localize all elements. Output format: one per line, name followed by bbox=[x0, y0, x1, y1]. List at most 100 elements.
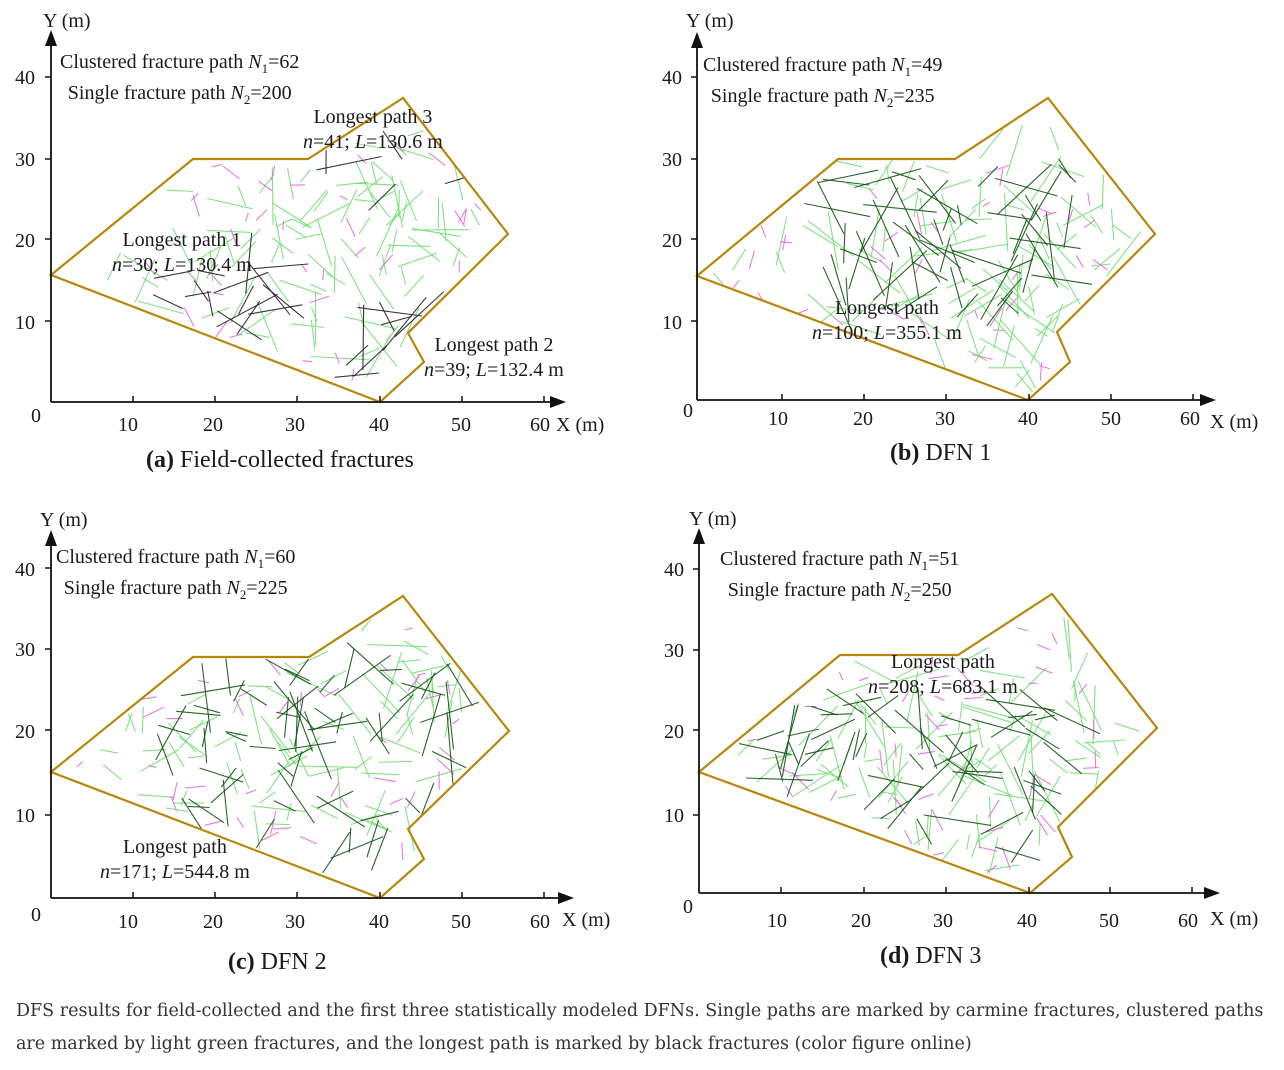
longest-path-fracture bbox=[290, 751, 303, 787]
longest-path-fracture bbox=[909, 753, 924, 771]
single-fracture bbox=[1075, 254, 1084, 268]
domain-boundary-b bbox=[694, 96, 1157, 402]
clustered-fracture bbox=[997, 744, 1024, 795]
single-fracture bbox=[777, 766, 800, 778]
clustered-fracture bbox=[192, 257, 203, 297]
single-fracture bbox=[748, 250, 755, 269]
clustered-path-count: Clustered fracture path N1=51 bbox=[720, 548, 960, 573]
single-fracture bbox=[463, 208, 467, 224]
single-fracture bbox=[904, 830, 913, 845]
longest-path-fracture bbox=[788, 741, 800, 765]
single-fracture bbox=[204, 820, 223, 826]
clustered-fracture bbox=[920, 220, 955, 227]
clustered-fracture bbox=[1056, 233, 1077, 251]
single-fracture bbox=[309, 295, 330, 304]
y-tick-30: 30 bbox=[15, 149, 35, 171]
y-tick-20: 20 bbox=[15, 721, 35, 743]
longest-path-fracture bbox=[370, 827, 389, 871]
clustered-fracture bbox=[1067, 619, 1072, 672]
clustered-fracture bbox=[360, 320, 398, 367]
clustered-fracture bbox=[411, 228, 461, 237]
clustered-fracture bbox=[1112, 740, 1119, 756]
y-tick-30: 30 bbox=[15, 639, 35, 661]
single-fracture bbox=[956, 667, 974, 686]
clustered-fracture bbox=[447, 669, 462, 712]
clustered-fracture bbox=[827, 211, 839, 271]
clustered-fracture bbox=[912, 832, 931, 846]
clustered-fracture bbox=[140, 749, 180, 772]
single-fracture bbox=[142, 696, 157, 700]
clustered-fracture bbox=[1062, 203, 1104, 226]
single-fracture bbox=[930, 221, 939, 233]
clustered-fracture bbox=[256, 300, 279, 352]
longest-path-fracture bbox=[265, 658, 311, 685]
single-fracture bbox=[1036, 817, 1048, 836]
x-tick-10: 10 bbox=[118, 911, 138, 933]
single-path-count: Single fracture path N2=200 bbox=[67, 82, 292, 107]
x-tick-20: 20 bbox=[851, 910, 871, 932]
single-fracture bbox=[354, 246, 366, 257]
clustered-fracture bbox=[340, 189, 358, 224]
clustered-fracture bbox=[378, 760, 413, 763]
clustered-fracture bbox=[399, 307, 420, 348]
single-fracture bbox=[1005, 297, 1018, 311]
clustered-fracture bbox=[441, 656, 450, 670]
single-fracture bbox=[211, 275, 223, 286]
clustered-fracture bbox=[712, 272, 724, 286]
clustered-fracture bbox=[370, 161, 378, 185]
clustered-fracture bbox=[142, 276, 159, 288]
longest-path-fracture bbox=[965, 770, 1003, 773]
longest-path-fracture bbox=[225, 731, 248, 737]
longest-path-fracture bbox=[939, 237, 951, 273]
longest-path-fracture bbox=[158, 724, 191, 736]
x-tick-40: 40 bbox=[1018, 408, 1038, 430]
clustered-fracture bbox=[258, 791, 276, 804]
single-fracture bbox=[1078, 683, 1088, 695]
path-count-summary: Clustered fracture path N1=60 Single fra… bbox=[56, 545, 295, 607]
longest-path-fracture bbox=[891, 171, 916, 181]
longest-path-fracture bbox=[156, 733, 174, 776]
longest-path-fracture bbox=[941, 715, 972, 726]
longest-path-fracture bbox=[822, 266, 853, 332]
clustered-fracture bbox=[906, 671, 919, 723]
clustered-fracture bbox=[302, 202, 351, 228]
fracture-map-a bbox=[45, 30, 566, 408]
clustered-fracture bbox=[270, 243, 281, 263]
fracture-set-c bbox=[76, 618, 480, 874]
clustered-fracture bbox=[732, 248, 747, 271]
longest-path-fracture bbox=[199, 767, 244, 783]
single-fracture bbox=[258, 180, 273, 192]
clustered-fracture bbox=[391, 174, 404, 228]
single-fracture bbox=[838, 671, 844, 681]
clustered-fracture bbox=[123, 254, 169, 281]
clustered-fracture bbox=[837, 700, 860, 739]
clustered-fracture bbox=[1086, 741, 1101, 755]
tick-marks-b bbox=[691, 76, 1194, 400]
longest-path-fracture bbox=[1030, 785, 1062, 815]
longest-path-fracture bbox=[295, 696, 299, 753]
clustered-fracture bbox=[1077, 680, 1103, 732]
longest-path-fracture bbox=[255, 818, 275, 849]
clustered-fracture bbox=[380, 190, 395, 199]
longest-path-fracture bbox=[956, 293, 979, 318]
clustered-fracture bbox=[836, 160, 863, 168]
longest-path-fracture bbox=[199, 270, 225, 277]
x-tick-50: 50 bbox=[1101, 408, 1121, 430]
clustered-fracture bbox=[354, 199, 373, 203]
clustered-fracture bbox=[285, 224, 307, 238]
single-fracture bbox=[270, 810, 277, 835]
clustered-fracture bbox=[946, 277, 969, 289]
panel-dfn-1: Y (m) X (m) 0 40 30 20 10 10 20 30 40 50… bbox=[0, 0, 1258, 500]
clustered-fracture bbox=[880, 293, 934, 309]
x-tick-20: 20 bbox=[853, 408, 873, 430]
longest-path-fracture bbox=[945, 734, 979, 774]
single-fracture bbox=[451, 718, 460, 725]
longest-path-fracture bbox=[289, 691, 314, 752]
longest-path-fracture bbox=[977, 166, 999, 187]
clustered-fracture bbox=[988, 735, 1020, 762]
clustered-fracture bbox=[859, 703, 877, 725]
longest-path-fracture bbox=[985, 698, 1055, 711]
longest-path-fracture bbox=[826, 688, 864, 714]
single-fracture bbox=[272, 827, 291, 830]
clustered-fracture bbox=[949, 208, 976, 238]
